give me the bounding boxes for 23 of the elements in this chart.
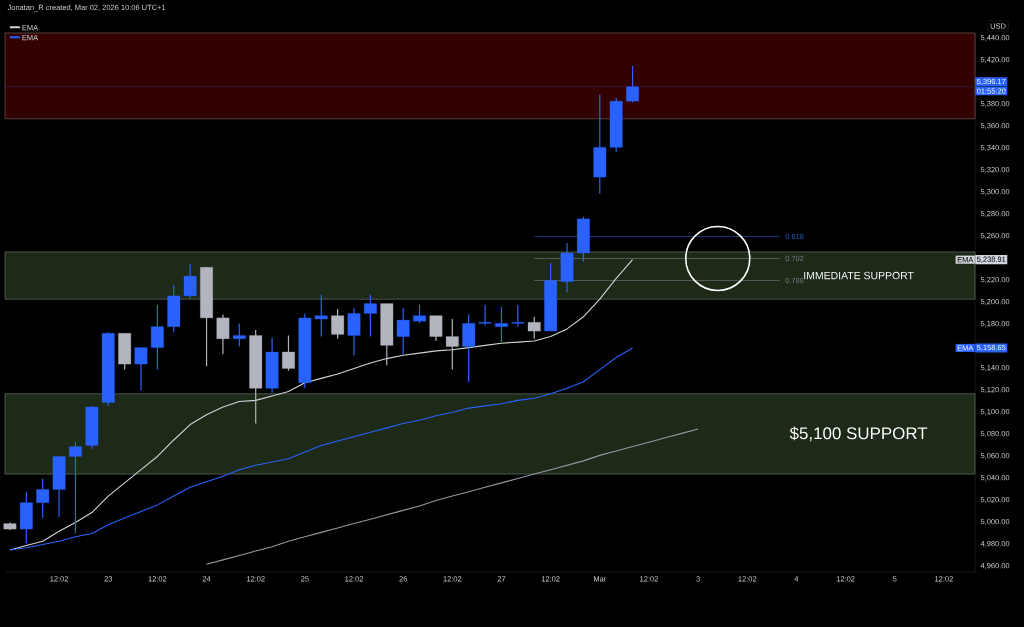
candlestick (478, 304, 492, 327)
candlestick (396, 307, 410, 355)
candlestick (314, 294, 328, 338)
candlestick (462, 313, 476, 383)
candlestick (347, 307, 361, 356)
band-label: IMMEDIATE SUPPORT (804, 271, 914, 280)
candlestick (282, 334, 295, 372)
candlestick (36, 477, 50, 519)
band-label: $5,100 SUPPORT (789, 426, 928, 442)
candlestick (216, 313, 230, 355)
candlestick (527, 316, 541, 340)
candlestick (445, 318, 459, 371)
candlestick (151, 304, 164, 371)
candlestick (413, 304, 426, 324)
candlestick (232, 322, 246, 348)
candlestick (134, 346, 148, 392)
candlestick (69, 441, 82, 535)
candlestick (511, 304, 525, 328)
candlestick (429, 315, 443, 342)
candlestick (331, 308, 344, 340)
candlestick (495, 306, 508, 343)
candlestick (183, 263, 197, 299)
candlestick (364, 294, 377, 338)
